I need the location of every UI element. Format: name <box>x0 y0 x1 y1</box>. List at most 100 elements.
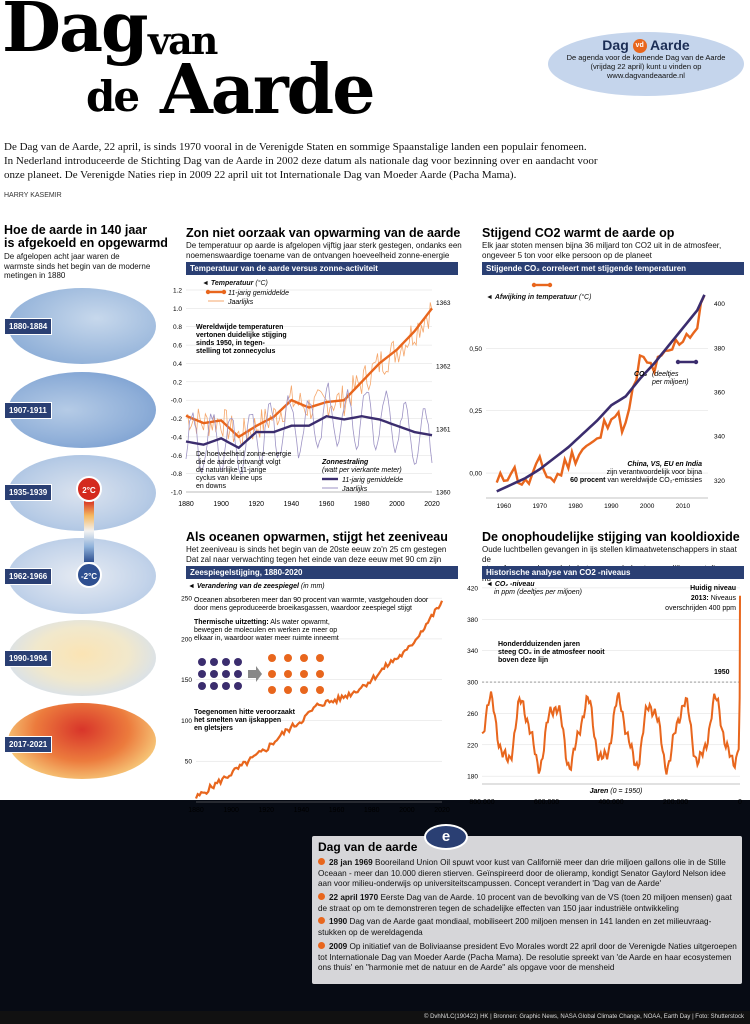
scale-cold-badge: -2°C <box>76 562 102 588</box>
chart1-ytick-left: -0.4 <box>171 434 183 441</box>
chart3-note-ice: Toegenomen hitte veroorzaakt het smelten… <box>194 709 296 732</box>
chart2-note: China, VS, EU en India zijn verantwoorde… <box>570 461 702 484</box>
maps-title-1: Hoe de aarde in 140 jaar <box>4 223 148 237</box>
chart2-svg: 0,50 0,25 0,00 400 380 360 340 320 1960 1970 198… <box>469 282 725 510</box>
svg-text:11-jarig gemiddelde: 11-jarig gemiddelde <box>342 477 403 484</box>
svg-text:(deeltjes: (deeltjes <box>652 371 679 378</box>
chart3-svg: 250 200 150 100 50 1880 1900 1920 1940 1960 1980 2… <box>181 583 450 814</box>
svg-text:bewegen de moleculen en werken: bewegen de moleculen en werken ze meer o… <box>194 627 337 634</box>
chart2-ytick-right: 380 <box>714 345 725 352</box>
chart4-xtick: 0 <box>738 799 742 806</box>
chart4-legend: ◄ CO₂ -niveau in ppm (deeltjes per miljo… <box>486 581 582 596</box>
chart2-xtick: 2010 <box>676 503 691 510</box>
chart2-ytick-left: 0,00 <box>469 471 482 478</box>
chart1-note-sun: De hoeveelheid zonne-energie die de aard… <box>196 451 291 490</box>
timeline-title: Dag van de aarde <box>318 840 418 854</box>
svg-text:in ppm (deeltjes per miljoen): in ppm (deeltjes per miljoen) <box>494 589 582 596</box>
footer-credits: © DvhN/LC(190422) HK | Bronnen: Graphic … <box>0 1011 750 1024</box>
chart3-ytick: 50 <box>185 759 193 766</box>
chart4-1950-marker: 1950 <box>714 669 730 676</box>
chart1-ytick-right: 1360 <box>436 490 451 497</box>
chart4-xlabel: Jaren (0 = 1950) <box>590 788 643 795</box>
chart3-sub-2: Dat zal naar verwachting tegen het einde… <box>186 554 442 564</box>
timeline-box: e Dag van de aarde 28 jan 1969 Booreilan… <box>312 824 742 984</box>
chart4-ytick: 260 <box>467 711 478 718</box>
chart2-ytick-right: 320 <box>714 478 725 485</box>
chart1-legend-temp: ◄ Temperatuur (°C) 11-jarig gemiddelde J… <box>202 279 289 306</box>
map-label-1880: 1880-1884 <box>4 318 53 335</box>
chart4-xtick: 800.000 <box>469 799 494 806</box>
chart2-sub-1: Elk jaar stoten mensen bijna 36 miljard … <box>482 241 722 250</box>
masthead-aarde: Aarde <box>160 50 375 130</box>
chart3-xtick: 1960 <box>329 807 345 814</box>
chart4-ytick: 420 <box>467 585 478 592</box>
chart3-xtick: 2000 <box>399 807 415 814</box>
chart1-temp-avg-line <box>185 307 433 439</box>
chart1-xtick: 1960 <box>319 501 335 508</box>
chart1-ytick-left: -0.8 <box>171 471 183 478</box>
chart1-ytick-right: 1363 <box>436 300 451 307</box>
chart4-note-current: Huidig niveau 2013: Niveaus overschrijde… <box>665 585 736 612</box>
svg-text:Thermische uitzetting: Als wat: Thermische uitzetting: Als water opwarmt… <box>194 619 330 626</box>
svg-text:per miljoen): per miljoen) <box>651 379 689 386</box>
svg-text:overschrijden 400 ppm: overschrijden 400 ppm <box>665 605 736 612</box>
chart2-temp-line <box>495 294 706 487</box>
chart1-title: Zon niet oorzaak van opwarming van de aa… <box>186 226 461 240</box>
chart1-xtick: 1880 <box>178 501 194 508</box>
chart1-ytick-left: 1.0 <box>173 306 182 313</box>
svg-text:vertonen duidelijke stijging: vertonen duidelijke stijging <box>196 332 287 339</box>
chart1-sun-avg-line <box>185 414 433 450</box>
svg-text:en downs: en downs <box>196 483 226 490</box>
intro-line-2: In Nederland introduceerde de Stichting … <box>4 155 598 167</box>
chart1-ytick-right: 1362 <box>436 363 451 370</box>
chart1-ytick-left: -1.0 <box>171 490 183 497</box>
chart1-xtick: 1900 <box>213 501 229 508</box>
chart1-ytick-left: -0.6 <box>171 453 183 460</box>
svg-text:die de aarde ontvangt volgt: die de aarde ontvangt volgt <box>196 459 281 466</box>
svg-text:Zonnestraling: Zonnestraling <box>321 459 369 466</box>
chart3-sub-1: Het zeeniveau is sinds het begin van de … <box>186 545 447 554</box>
temperature-scale <box>84 500 94 562</box>
svg-text:elkaar in, waardoor water meer: elkaar in, waardoor water meer ruimte in… <box>194 635 339 642</box>
timeline-item-2009: 2009 Op initiatief van de Boliviaanse pr… <box>318 942 737 972</box>
svg-text:door mens geproduceerde broeik: door mens geproduceerde broeikasgassen, … <box>194 605 412 612</box>
svg-text:China, VS, EU en India: China, VS, EU en India <box>627 461 702 468</box>
svg-text:CO₂: CO₂ <box>634 371 648 378</box>
chart2-sub-2: ongeveer 5 ton voor elke persoon op de p… <box>482 250 652 260</box>
svg-text:Oceanen absorberen meer dan 90: Oceanen absorberen meer dan 90 procent v… <box>194 597 429 604</box>
earthday-logo: e <box>424 824 468 850</box>
chart3-note-ocean: Oceanen absorberen meer dan 90 procent v… <box>194 597 429 612</box>
chart3-ytick: 200 <box>181 636 192 643</box>
intro-line-3: onze planeet. De Verenigde Naties riep i… <box>4 169 517 181</box>
chart4-xtick: 600.000 <box>534 799 559 806</box>
chart1-ytick-left: 0.2 <box>173 379 182 386</box>
svg-text:(watt per vierkante meter): (watt per vierkante meter) <box>322 467 402 474</box>
chart4-co2-line <box>481 595 741 775</box>
svg-text:Huidig niveau: Huidig niveau <box>690 585 736 592</box>
chart1-legend-sun: Zonnestraling (watt per vierkante meter)… <box>321 459 403 493</box>
chart1-temp-yearly-line <box>185 302 433 447</box>
chart3-legend: ◄ Verandering van de zeespiegel (in mm) <box>188 583 325 590</box>
svg-text:◄ CO₂ -niveau: ◄ CO₂ -niveau <box>486 581 535 588</box>
chart4-xtick: 200.000 <box>663 799 688 806</box>
author: HARRY KASEMIR <box>4 192 62 199</box>
svg-text:Jaarlijks: Jaarlijks <box>341 486 368 493</box>
chart2-xtick: 1960 <box>497 503 512 510</box>
chart4-bar: Historische analyse van CO2 -niveaus <box>482 566 744 579</box>
chart1-xtick: 2020 <box>424 501 440 508</box>
chart4-ytick: 380 <box>467 617 478 624</box>
promo-url[interactable]: www.dagvandeaarde.nl <box>607 71 685 81</box>
svg-text:sinds 1950, in tegen-: sinds 1950, in tegen- <box>196 340 266 347</box>
chart4-ytick: 340 <box>467 648 478 655</box>
svg-text:stelling tot zonnecyclus: stelling tot zonnecyclus <box>196 348 275 355</box>
maps-title-2: is afgekoeld en opgewarmd <box>4 236 168 250</box>
masthead-dag: Dag <box>2 0 149 68</box>
chart2-ytick-right: 340 <box>714 434 725 441</box>
svg-text:Toegenomen hitte veroorzaakt: Toegenomen hitte veroorzaakt <box>194 709 296 716</box>
chart3-xtick: 2020 <box>434 807 450 814</box>
chart2-title: Stijgend CO2 warmt de aarde op <box>482 226 675 240</box>
chart1-sub-2: noemenswaardige toename van de ontvangen… <box>186 250 450 260</box>
chart3-ytick: 250 <box>181 596 192 603</box>
chart1-sub-1: De temperatuur op aarde is afgelopen vij… <box>186 241 462 250</box>
chart1-ytick-left: 0.8 <box>173 324 182 331</box>
